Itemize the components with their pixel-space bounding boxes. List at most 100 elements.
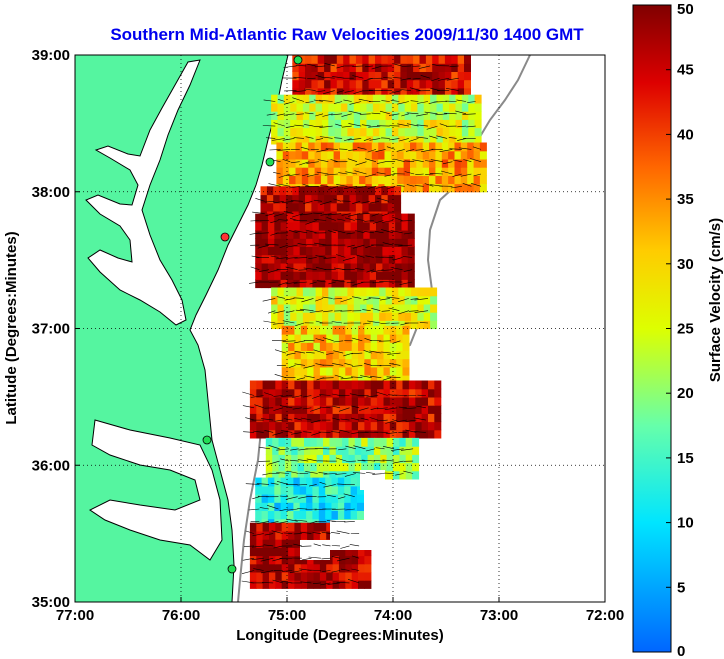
- velocity-cell: [333, 167, 341, 176]
- velocity-cell: [370, 413, 378, 423]
- velocity-vector: [294, 351, 306, 354]
- velocity-cell: [319, 358, 327, 368]
- velocity-cell: [336, 87, 344, 97]
- velocity-vector: [274, 374, 286, 378]
- velocity-cell: [430, 102, 438, 112]
- velocity-cell: [391, 102, 399, 112]
- velocity-cell: [311, 55, 319, 64]
- velocity-vector: [245, 530, 255, 534]
- velocity-cell: [376, 271, 383, 280]
- velocity-vector: [334, 374, 344, 378]
- velocity-cell: [331, 502, 339, 511]
- velocity-cell: [460, 158, 468, 168]
- velocity-cell: [461, 127, 469, 137]
- velocity-cell: [357, 213, 364, 223]
- velocity-cell: [434, 380, 442, 390]
- velocity-vector: [376, 391, 388, 396]
- velocity-vector: [410, 298, 419, 300]
- x-tick-label: 73:00: [480, 607, 518, 624]
- velocity-cell: [362, 186, 370, 196]
- velocity-cell: [288, 366, 296, 376]
- velocity-cell: [326, 421, 334, 431]
- velocity-vector: [298, 269, 308, 271]
- velocity-vector: [382, 377, 391, 381]
- velocity-vector: [333, 340, 344, 343]
- velocity-cell: [393, 462, 400, 472]
- velocity-vector: [373, 460, 385, 462]
- velocity-vector: [263, 544, 274, 547]
- velocity-cell: [473, 167, 481, 176]
- velocity-cell: [449, 127, 457, 137]
- velocity-cell: [359, 158, 367, 168]
- velocity-cell: [323, 470, 330, 480]
- velocity-cell: [383, 342, 391, 351]
- velocity-cell: [434, 388, 442, 398]
- velocity-vector: [293, 76, 307, 79]
- velocity-cell: [444, 71, 452, 81]
- velocity-cell: [294, 571, 302, 581]
- velocity-cell: [365, 142, 373, 152]
- velocity-cell: [306, 494, 314, 503]
- velocity-cell: [404, 111, 412, 120]
- velocity-vector: [432, 64, 440, 67]
- velocity-vector: [362, 322, 371, 325]
- velocity-cell: [265, 470, 273, 480]
- velocity-cell: [434, 396, 442, 406]
- velocity-cell: [275, 522, 283, 532]
- velocity-vector: [301, 298, 314, 303]
- velocity-cell: [372, 111, 380, 120]
- velocity-cell: [255, 510, 263, 520]
- velocity-cell: [249, 429, 257, 439]
- field-gap: [300, 540, 330, 560]
- velocity-cell: [312, 238, 320, 247]
- velocity-cell: [326, 396, 334, 406]
- velocity-vector: [335, 123, 343, 127]
- velocity-cell: [275, 547, 283, 557]
- velocity-cell: [344, 494, 352, 503]
- velocity-vector: [343, 493, 355, 497]
- velocity-vector: [313, 349, 325, 354]
- velocity-cell: [411, 111, 418, 120]
- velocity-cell: [293, 238, 301, 247]
- velocity-cell: [378, 175, 386, 185]
- velocity-vector: [279, 508, 289, 512]
- velocity-vector: [352, 472, 366, 474]
- velocity-cell: [375, 63, 382, 72]
- velocity-cell: [315, 94, 323, 104]
- y-axis-label: Latitude (Degrees:Minutes): [3, 231, 20, 424]
- velocity-cell: [294, 547, 302, 557]
- velocity-vector: [348, 213, 361, 217]
- velocity-cell: [363, 238, 371, 247]
- velocity-cell: [288, 375, 296, 384]
- velocity-cell: [404, 102, 412, 112]
- velocity-cell: [324, 186, 332, 196]
- velocity-cell: [309, 320, 317, 330]
- velocity-cell: [288, 380, 296, 390]
- velocity-cell: [338, 388, 346, 398]
- velocity-cell: [311, 87, 319, 97]
- velocity-cell: [473, 175, 481, 185]
- velocity-vector: [346, 232, 355, 235]
- velocity-cell: [369, 230, 377, 239]
- velocity-cell: [288, 555, 296, 565]
- velocity-cell: [415, 429, 423, 439]
- velocity-cell: [430, 287, 438, 297]
- velocity-cell: [393, 446, 400, 455]
- velocity-cell: [273, 194, 281, 204]
- velocity-cell: [347, 320, 355, 330]
- velocity-cell: [331, 213, 339, 223]
- velocity-cell: [350, 271, 358, 280]
- velocity-vector: [352, 75, 364, 79]
- velocity-vector: [323, 310, 333, 313]
- velocity-cell: [364, 580, 372, 589]
- velocity-cell: [292, 186, 300, 196]
- velocity-cell: [318, 279, 326, 289]
- velocity-cell: [311, 71, 319, 81]
- velocity-cell: [430, 119, 438, 129]
- velocity-cell: [292, 63, 300, 72]
- velocity-vector: [300, 581, 312, 584]
- velocity-cell: [354, 437, 362, 447]
- velocity-vector: [333, 101, 343, 104]
- velocity-cell: [326, 334, 334, 343]
- velocity-vector: [306, 458, 318, 462]
